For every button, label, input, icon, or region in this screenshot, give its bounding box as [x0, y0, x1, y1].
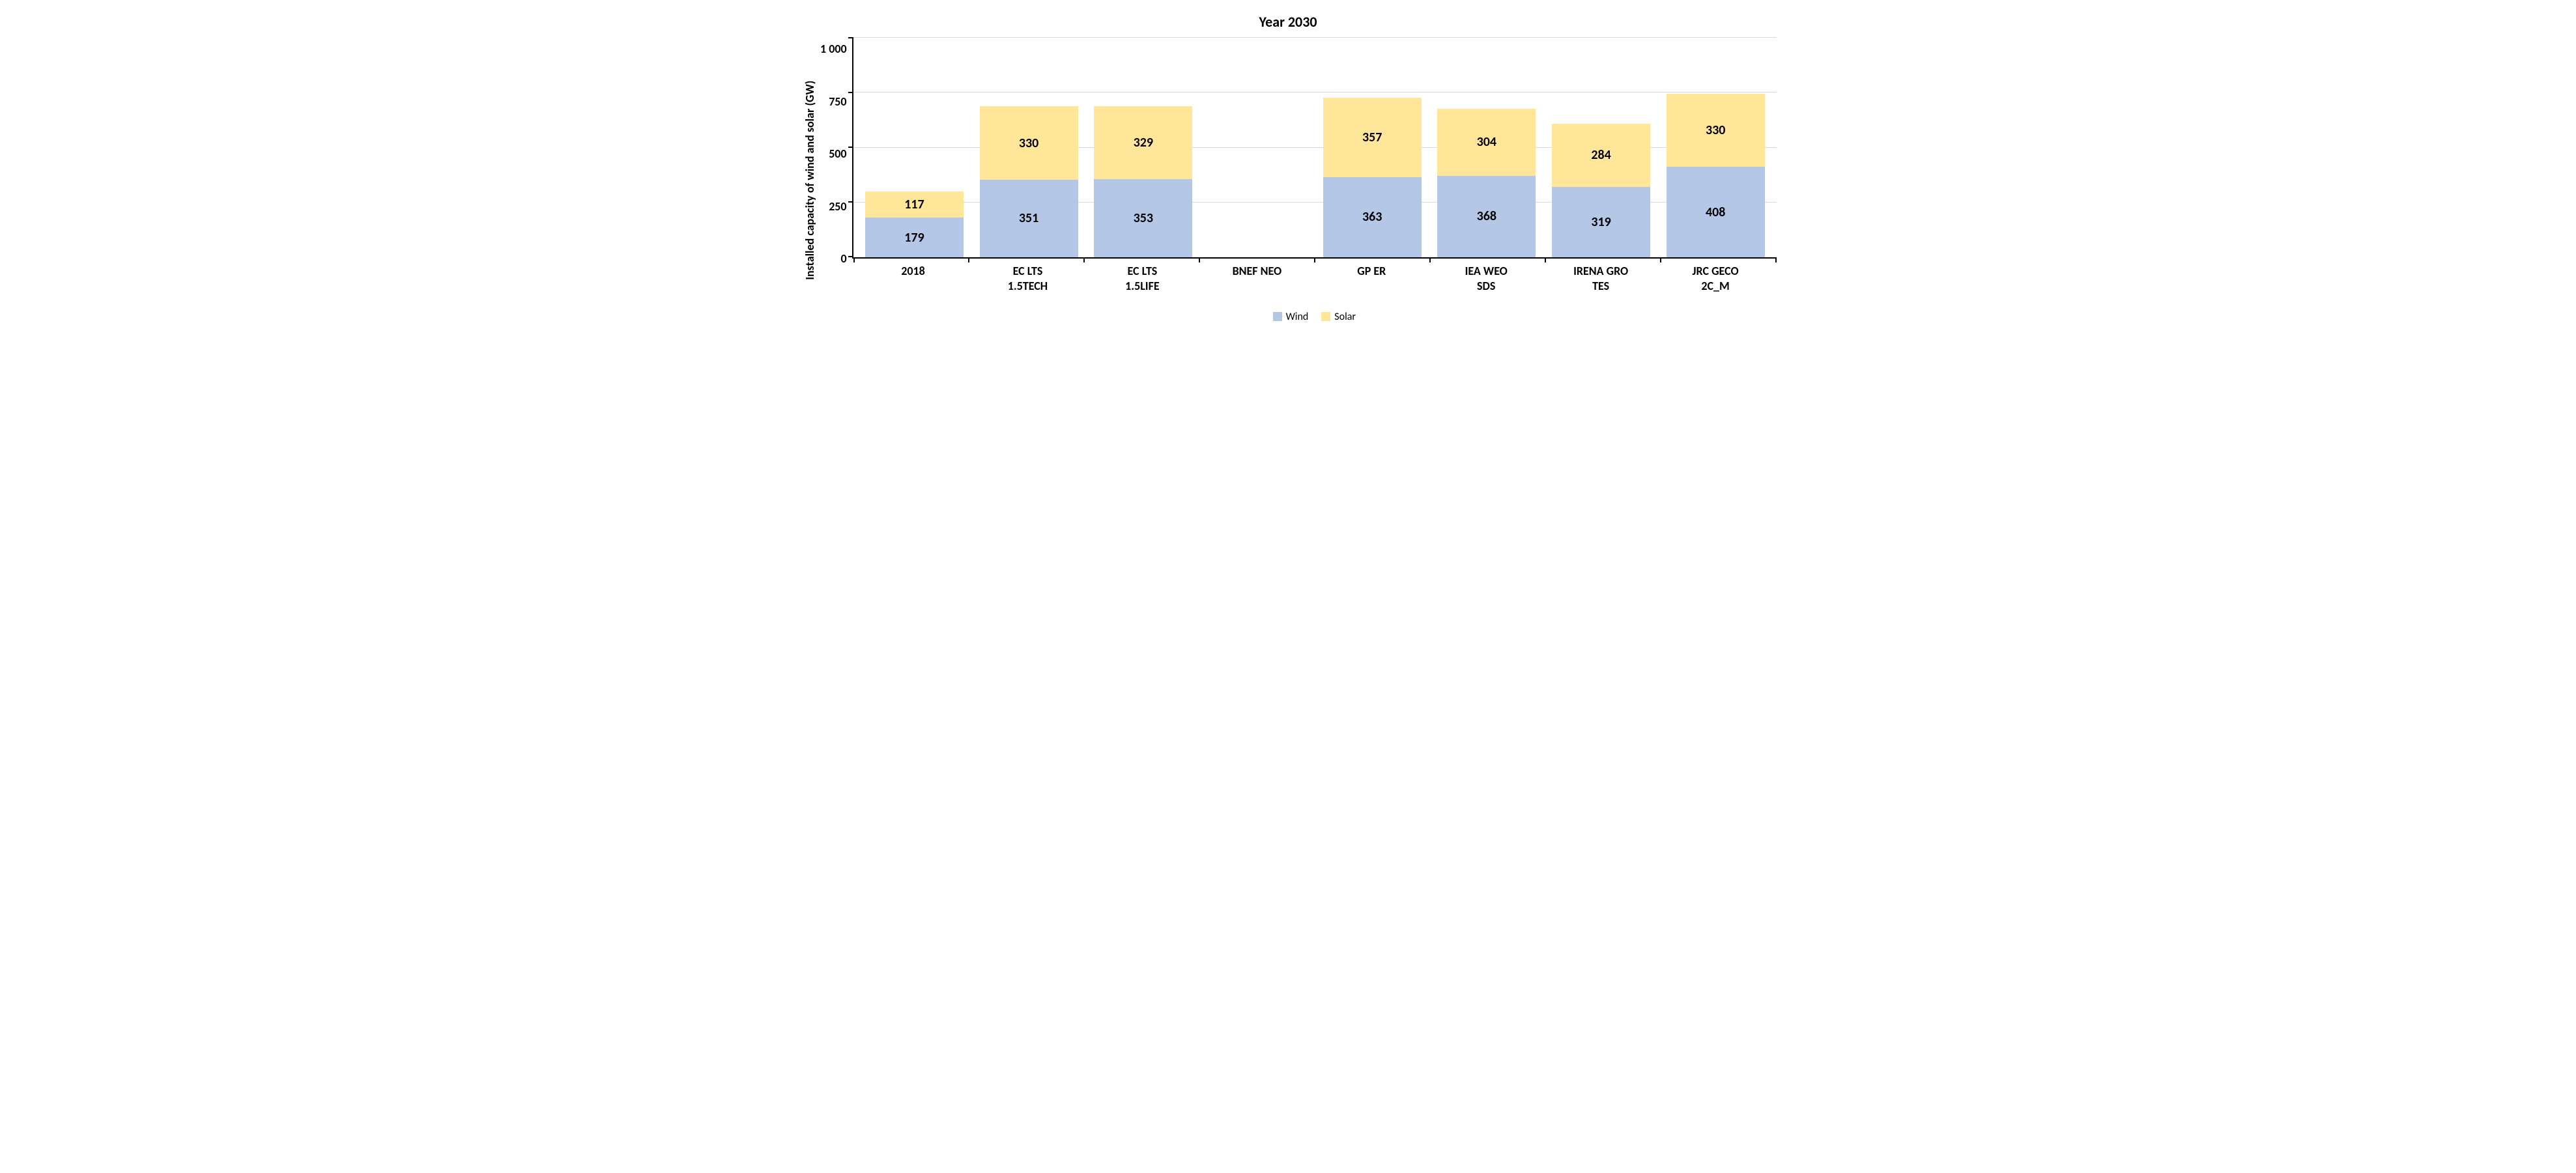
y-tick-label: 750	[829, 96, 846, 107]
x-tick-mark	[853, 257, 855, 262]
bar-segment-solar: 304	[1437, 109, 1536, 176]
bar-segment-wind: 363	[1323, 177, 1422, 257]
chart-body: Installed capacity of wind and solar (GW…	[799, 37, 1777, 323]
x-tick-mark	[1199, 257, 1200, 262]
bar-slot: 363357	[1315, 37, 1429, 257]
y-tick-marks	[848, 37, 853, 257]
legend-swatch	[1321, 312, 1330, 321]
y-tick-label: 500	[829, 148, 846, 160]
plot-wrapper: 1791173513303533293633573683043192844083…	[852, 37, 1777, 323]
bar-segment-solar: 117	[865, 191, 964, 218]
bar-segment-wind: 351	[980, 180, 1078, 257]
bar-slot: 179117	[857, 37, 972, 257]
y-tick-mark	[848, 201, 853, 203]
bar-segment-wind: 179	[865, 218, 964, 257]
bar-segment-solar: 329	[1094, 106, 1192, 179]
x-axis-label: 2018	[856, 264, 971, 294]
x-tick-marks	[853, 257, 1777, 262]
x-tick-mark	[1775, 257, 1777, 262]
y-tick-mark	[848, 92, 853, 93]
legend-swatch	[1273, 312, 1282, 321]
x-tick-mark	[1314, 257, 1315, 262]
stacked-bar: 351330	[980, 106, 1078, 257]
x-tick-mark	[1429, 257, 1431, 262]
y-tick-label: 250	[829, 201, 846, 212]
stacked-bar: 363357	[1323, 98, 1422, 257]
bar-slot: 353329	[1086, 37, 1201, 257]
legend: Wind Solar	[852, 311, 1777, 323]
y-axis-ticks: 1 0007505002500	[820, 37, 852, 259]
y-tick-label: 1 000	[820, 43, 847, 55]
bar-segment-wind: 319	[1552, 187, 1650, 257]
stacked-bar: 408330	[1667, 94, 1765, 257]
bar-segment-solar: 284	[1552, 124, 1650, 187]
x-tick-mark	[1545, 257, 1546, 262]
legend-item: Solar	[1321, 311, 1356, 323]
stacked-bar: 353329	[1094, 106, 1192, 257]
chart-title: Year 2030	[799, 13, 1777, 31]
stacked-bar: 368304	[1437, 109, 1536, 257]
y-tick-label: 0	[840, 253, 846, 264]
x-axis-label: EC LTS 1.5TECH	[971, 264, 1085, 294]
y-tick-mark	[848, 37, 853, 38]
x-axis-label: BNEF NEO	[1199, 264, 1314, 294]
x-tick-mark	[1660, 257, 1661, 262]
bar-segment-wind: 408	[1667, 167, 1765, 257]
plot-area: 1791173513303533293633573683043192844083…	[852, 37, 1777, 259]
bar-segment-solar: 330	[980, 106, 1078, 179]
x-axis-label: EC LTS 1.5LIFE	[1085, 264, 1199, 294]
y-tick-mark	[848, 147, 853, 148]
x-axis-labels: 2018EC LTS 1.5TECHEC LTS 1.5LIFEBNEF NEO…	[852, 264, 1777, 294]
legend-label: Wind	[1286, 311, 1309, 323]
chart-container: Year 2030 Installed capacity of wind and…	[799, 13, 1777, 323]
bar-segment-solar: 330	[1667, 94, 1765, 167]
x-tick-mark	[1083, 257, 1085, 262]
bar-segment-solar: 357	[1323, 98, 1422, 177]
legend-item: Wind	[1273, 311, 1309, 323]
x-axis-label: IEA WEO SDS	[1429, 264, 1543, 294]
legend-label: Solar	[1334, 311, 1356, 323]
x-tick-mark	[968, 257, 969, 262]
y-axis-label: Installed capacity of wind and solar (GW…	[799, 37, 820, 323]
bar-segment-wind: 353	[1094, 179, 1192, 257]
bar-slot: 408330	[1658, 37, 1773, 257]
bar-slot: 319284	[1544, 37, 1659, 257]
bar-slot: 368304	[1429, 37, 1544, 257]
x-axis-label: JRC GECO 2C_M	[1658, 264, 1773, 294]
x-axis-label: IRENA GRO TES	[1543, 264, 1658, 294]
bar-slot	[1201, 37, 1315, 257]
bar-segment-wind: 368	[1437, 176, 1536, 257]
bar-slot: 351330	[971, 37, 1086, 257]
stacked-bar: 319284	[1552, 124, 1650, 257]
stacked-bar: 179117	[865, 191, 964, 257]
bars-row: 1791173513303533293633573683043192844083…	[853, 37, 1777, 257]
y-tick-mark	[848, 256, 853, 257]
x-axis-label: GP ER	[1314, 264, 1429, 294]
